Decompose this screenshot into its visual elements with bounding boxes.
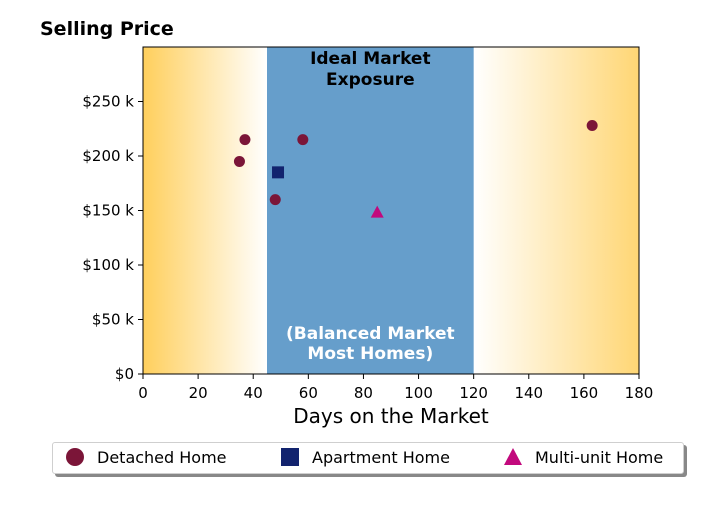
data-point-circle-0-3 — [297, 134, 309, 146]
data-point-circle-0-2 — [269, 194, 281, 206]
legend: Detached Home Apartment Home Multi-unit … — [52, 442, 684, 474]
plot-background-right — [473, 47, 639, 374]
chart-title: Selling Price — [40, 18, 174, 40]
x-tick-label: 80 — [354, 384, 373, 402]
plot-background-left — [143, 47, 267, 374]
x-tick-label: 160 — [570, 384, 599, 402]
balanced-market-label-line-2: Most Homes) — [307, 344, 433, 364]
y-tick-label: $200 k — [82, 147, 134, 165]
y-tick-label: $100 k — [82, 256, 134, 274]
x-tick-label: 0 — [138, 384, 148, 402]
circle-marker-icon — [66, 448, 84, 466]
ideal-band — [267, 47, 474, 374]
x-tick-label: 120 — [459, 384, 488, 402]
data-point-triangle-2-0 — [370, 205, 384, 218]
data-point-circle-0-4 — [586, 119, 598, 131]
x-tick-label: 180 — [625, 384, 654, 402]
data-point-circle-0-1 — [233, 155, 245, 167]
legend-label-detached: Detached Home — [97, 447, 227, 467]
ideal-band-label-line-2: Exposure — [326, 70, 415, 90]
legend-label-multi-unit: Multi-unit Home — [535, 447, 664, 467]
data-points — [233, 119, 598, 218]
x-tick-label: 60 — [299, 384, 318, 402]
data-point-square-1-0 — [272, 166, 285, 179]
x-axis: 0 20 40 60 80 100 120 140 160 180 — [138, 374, 653, 402]
balanced-market-label-line-1: (Balanced Market — [286, 324, 455, 344]
y-axis: $0 $50 k $100 k $150 k $200 k $250 k — [82, 93, 143, 383]
scatter-chart: Selling Price Ideal Market Exposure (Bal… — [40, 18, 653, 428]
x-tick-label: 40 — [244, 384, 263, 402]
y-tick-label: $50 k — [92, 311, 134, 329]
y-tick-label: $0 — [115, 365, 134, 383]
y-tick-label: $150 k — [82, 202, 134, 220]
legend-label-apartment: Apartment Home — [312, 447, 450, 467]
x-tick-label: 100 — [404, 384, 433, 402]
y-tick-label: $250 k — [82, 93, 134, 111]
square-marker-icon — [281, 448, 299, 466]
legend-item-multi-unit: Multi-unit Home — [503, 447, 663, 467]
x-axis-label: Days on the Market — [293, 404, 489, 428]
triangle-marker-icon — [504, 448, 522, 465]
data-point-circle-0-0 — [239, 134, 251, 146]
legend-item-apartment: Apartment Home — [280, 447, 450, 467]
ideal-band-label-line-1: Ideal Market — [310, 49, 431, 69]
x-tick-label: 140 — [514, 384, 543, 402]
legend-item-detached: Detached Home — [65, 447, 227, 467]
x-tick-label: 20 — [189, 384, 208, 402]
